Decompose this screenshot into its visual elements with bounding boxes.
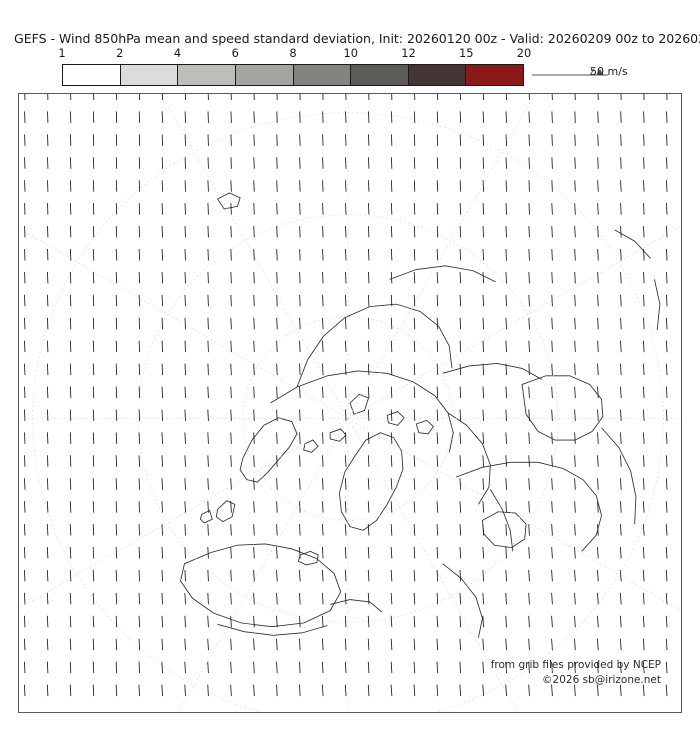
colorbar-segment — [119, 65, 178, 85]
colorbar-tick-label: 12 — [401, 46, 416, 60]
colorbar-swatches — [62, 64, 524, 86]
colorbar-segment — [292, 65, 351, 85]
colorbar-tick-label: 20 — [516, 46, 532, 60]
colorbar-segment — [177, 65, 235, 85]
colorbar-tick-label: 15 — [459, 46, 474, 60]
colorbar-segment — [234, 65, 293, 85]
wind-barbs-layer — [23, 94, 668, 697]
colorbar-tick-label: 4 — [173, 46, 182, 60]
colorbar-tick-label: 10 — [343, 46, 359, 60]
wind-barb-reference-label: 50 m/s — [590, 65, 628, 78]
colorbar-tick-label: 2 — [116, 46, 124, 60]
wind-barb-icon — [532, 68, 608, 76]
colorbar-tick-label: 6 — [231, 46, 239, 60]
graticule-layer — [19, 94, 681, 712]
weather-map-canvas[interactable]: from grib files provided by NCEP ©2026 s… — [18, 93, 682, 713]
colorbar-segment — [465, 65, 523, 85]
colorbar-tick-label: 8 — [289, 46, 297, 60]
colorbar-tick-label: 1 — [58, 46, 66, 60]
page-title: GEFS - Wind 850hPa mean and speed standa… — [14, 31, 700, 46]
colorbar-segment — [407, 65, 466, 85]
wind-barb-reference: 50 m/s — [530, 62, 680, 88]
colorbar-segment — [350, 65, 408, 85]
coastline-layer — [180, 192, 661, 638]
colorbar-segment — [63, 65, 120, 85]
colorbar-legend: 1 2 4 6 8 10 12 15 20 — [58, 46, 531, 86]
